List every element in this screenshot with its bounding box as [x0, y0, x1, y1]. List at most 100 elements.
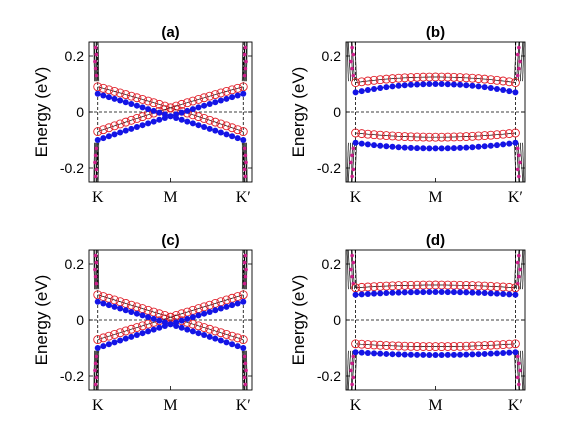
red-projection-circle — [424, 72, 434, 82]
bulk-band-marker — [351, 281, 356, 286]
x-tick-label: M — [428, 397, 442, 414]
blue-projection-dot — [493, 350, 500, 357]
blue-projection-dot — [229, 94, 236, 101]
blue-projection-dot — [506, 349, 513, 356]
blue-projection-dot — [487, 290, 494, 297]
blue-projection-dot — [377, 290, 384, 297]
panel-title: (d) — [426, 232, 445, 249]
red-projection-circle — [467, 341, 477, 351]
red-projection-circle — [400, 73, 410, 83]
blue-projection-dot — [475, 289, 482, 296]
blue-projection-dot — [377, 142, 384, 149]
red-projection-circle — [98, 83, 108, 93]
red-projection-circle — [437, 132, 447, 142]
bulk-band-marker — [515, 260, 520, 265]
blue-projection-dot — [512, 349, 519, 356]
red-projection-circle — [199, 113, 209, 123]
bulk-band-marker — [350, 174, 354, 179]
bulk-band-curve — [522, 350, 525, 390]
red-projection-circle — [486, 340, 496, 350]
y-tick-label: -0.2 — [60, 160, 84, 176]
plot-area — [89, 250, 252, 390]
blue-projection-dot — [469, 351, 476, 358]
red-projection-circle — [510, 339, 520, 349]
blue-projection-dot — [229, 302, 236, 309]
bulk-band-marker — [517, 153, 521, 158]
blue-projection-dot — [234, 300, 241, 307]
red-projection-circle — [455, 73, 465, 82]
x-tick-label: K — [350, 397, 362, 414]
y-axis-label: Energy (eV) — [32, 67, 51, 158]
red-projection-circle — [455, 132, 465, 142]
blue-projection-dot — [438, 289, 445, 296]
edge-band-curve — [355, 284, 516, 289]
blue-projection-dot — [414, 81, 421, 88]
bulk-band-marker — [94, 146, 99, 151]
blue-projection-dot — [407, 81, 414, 88]
blue-projection-dot — [111, 95, 118, 102]
bulk-band-marker — [515, 354, 520, 359]
blue-projection-dot — [173, 111, 180, 118]
blue-projection-dot — [414, 145, 421, 152]
blue-projection-dot — [94, 298, 101, 305]
red-projection-circle — [98, 333, 108, 343]
red-projection-circle — [115, 328, 125, 338]
bulk-band-curve — [354, 250, 357, 290]
red-projection-circle — [227, 123, 237, 133]
bulk-band-marker — [349, 160, 353, 165]
red-projection-circle — [369, 130, 379, 140]
red-projection-circle — [443, 132, 453, 142]
bulk-band-marker — [93, 382, 98, 387]
blue-projection-dot — [493, 85, 500, 92]
blue-projection-dot — [371, 142, 378, 149]
x-tick-label: K′ — [508, 189, 523, 206]
blue-projection-dot — [206, 333, 213, 340]
red-projection-circle — [461, 132, 471, 142]
red-projection-circle — [104, 85, 114, 95]
blue-projection-dot — [407, 289, 414, 296]
red-projection-circle — [216, 88, 226, 98]
red-projection-circle — [467, 73, 477, 83]
blue-projection-dot — [195, 122, 202, 129]
blue-projection-dot — [371, 85, 378, 92]
y-tick-label: 0 — [76, 312, 84, 328]
bulk-band-marker — [242, 167, 247, 172]
red-projection-circle — [498, 76, 508, 86]
bulk-band-curve — [346, 142, 349, 182]
blue-projection-dot — [117, 337, 124, 344]
red-projection-circle — [115, 88, 125, 98]
blue-projection-dot — [457, 289, 464, 296]
bulk-band-curve — [514, 350, 517, 390]
blue-projection-dot — [161, 322, 168, 329]
bulk-band-marker — [350, 382, 354, 387]
bulk-band-marker — [243, 153, 248, 158]
bulk-band-curve — [347, 42, 352, 82]
bulk-band-marker — [350, 274, 354, 279]
bulk-band-marker — [93, 174, 98, 179]
red-projection-circle — [121, 326, 131, 336]
red-projection-circle — [418, 132, 428, 142]
panel-d: 0.2 0 -0.2 K M K′ (d) Energy (eV) — [289, 232, 526, 414]
blue-projection-dot — [389, 143, 396, 150]
blue-projection-dot — [94, 345, 101, 351]
blue-projection-dot — [438, 81, 445, 88]
red-projection-circle — [480, 341, 490, 350]
blue-projection-dot — [167, 321, 174, 328]
red-projection-circle — [233, 333, 243, 343]
blue-projection-dot — [139, 330, 146, 337]
red-projection-circle — [194, 94, 203, 104]
bulk-band-curve — [241, 250, 244, 290]
blue-projection-dot — [217, 305, 224, 312]
x-tick-label: M — [163, 189, 177, 206]
red-projection-circle — [98, 125, 108, 135]
red-projection-circle — [431, 132, 440, 142]
blue-projection-dot — [184, 315, 191, 322]
panel-title: (c) — [161, 232, 179, 249]
blue-projection-dot — [139, 312, 146, 319]
red-projection-circle — [394, 73, 404, 83]
red-projection-circle — [394, 341, 404, 351]
blue-projection-dot — [178, 116, 185, 123]
y-axis-label: Energy (eV) — [289, 67, 308, 158]
blue-projection-dot — [229, 341, 236, 348]
y-tick-label: -0.2 — [317, 160, 341, 176]
